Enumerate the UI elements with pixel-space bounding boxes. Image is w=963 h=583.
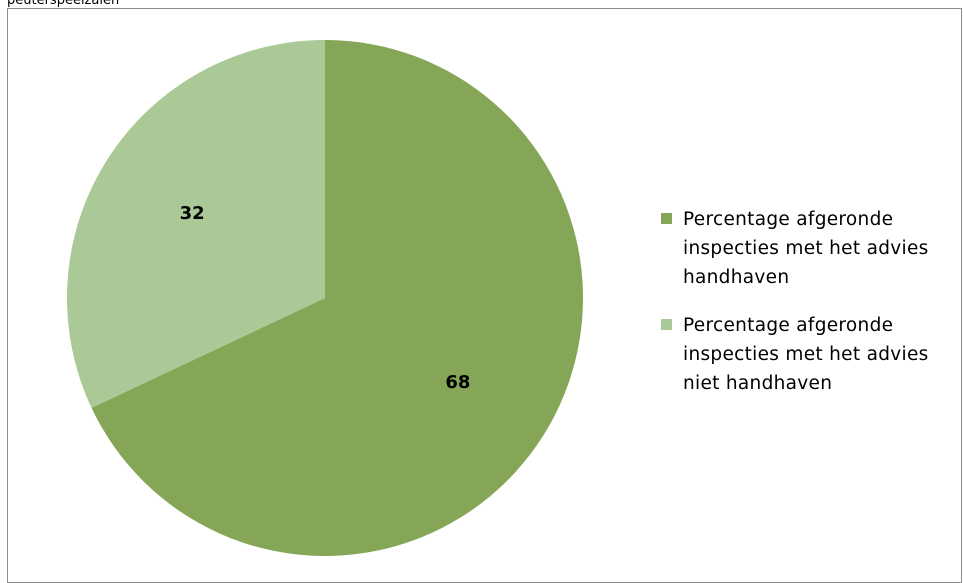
legend-label-line: inspecties met het advies [683,344,929,365]
pie-slice-0 [91,40,583,557]
pie-chart: 68 32 [66,40,583,557]
legend-label-line: Percentage afgeronde [683,315,894,336]
legend-label-handhaven: Percentage afgeronde inspecties met het … [683,205,961,292]
chart-header-text: peuterspeelzalen [7,0,120,8]
legend-label-line: niet handhaven [683,373,833,394]
legend-label-niet-handhaven: Percentage afgeronde inspecties met het … [683,311,961,398]
legend-item-handhaven: Percentage afgeronde inspecties met het … [661,205,961,292]
legend-label-line: inspecties met het advies [683,238,929,259]
pie-data-label-1: 32 [180,203,205,224]
legend-label-line: handhaven [683,267,790,288]
legend-item-niet-handhaven: Percentage afgeronde inspecties met het … [661,311,961,398]
pie-slice-1 [66,40,325,408]
legend: Percentage afgeronde inspecties met het … [661,205,961,417]
legend-swatch-handhaven [661,213,672,224]
legend-label-line: Percentage afgeronde [683,209,894,230]
chart-area: 68 32 Percentage afgeronde inspecties met… [7,8,962,583]
legend-swatch-niet-handhaven [661,319,672,330]
pie-data-label-0: 68 [445,372,470,393]
